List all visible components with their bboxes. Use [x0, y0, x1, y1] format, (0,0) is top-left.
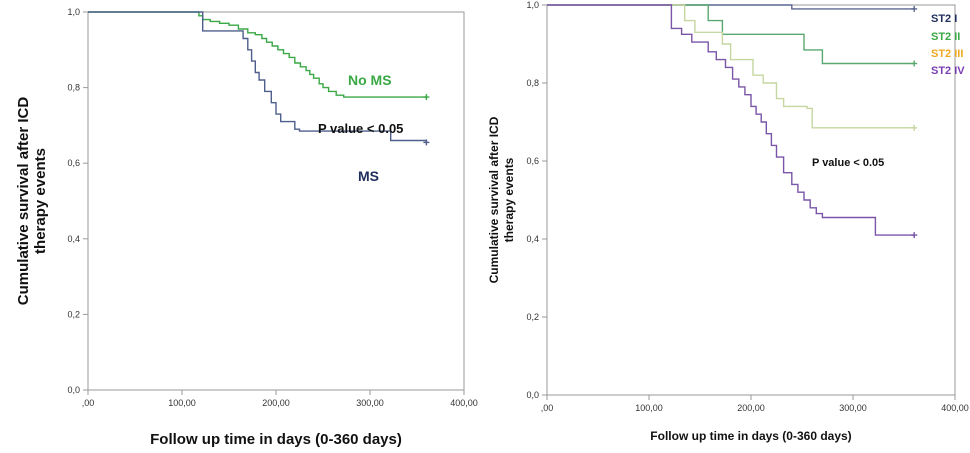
- p-value-annotation: P value < 0.05: [812, 157, 884, 169]
- right-chart-svg: 0,0 0,2 0,4 0,6 0,8 1,0 ,00 100,00 200,00 300,00 4…: [487, 0, 969, 443]
- censor-mark: [911, 232, 918, 239]
- legend-label-st2-i: ST2 I: [931, 13, 957, 25]
- left-chart-svg: 0,0 0,2 0,4 0,6 0,8 1,0 ,00 100,00 200,00 300,00 4…: [15, 7, 478, 448]
- series-line-no-ms: [88, 11, 427, 98]
- y-tick-label: 0,8: [526, 78, 539, 88]
- p-value-annotation: P value < 0.05: [318, 121, 403, 136]
- y-tick-label: 0,2: [526, 312, 539, 322]
- plot-frame: [87, 11, 465, 391]
- censor-mark: [911, 60, 918, 67]
- y-axis-title-line: Cumulative survival after ICD: [15, 97, 32, 306]
- series-line-st2-iv: [547, 4, 915, 236]
- x-axis-title: Follow up time in days (0-360 days): [150, 431, 402, 448]
- x-tick-label: 100,00: [168, 398, 196, 408]
- y-tick-label: 0,8: [67, 83, 80, 93]
- y-tick-label: 0,4: [67, 234, 80, 244]
- series-line-st2-iii: [547, 4, 915, 129]
- y-tick-label: 0,6: [526, 156, 539, 166]
- y-tick-label: 0,0: [67, 385, 80, 395]
- x-tick-label: ,00: [82, 398, 95, 408]
- legend-label-st2-ii: ST2 II: [931, 31, 960, 43]
- x-axis-title: Follow up time in days (0-360 days): [650, 429, 851, 443]
- series-line-st2-ii: [547, 4, 915, 65]
- legend-label-no-ms: No MS: [348, 72, 392, 88]
- legend-label-st2-iii: ST2 III: [931, 48, 963, 60]
- censor-mark: [911, 124, 918, 131]
- y-axis-title-line: therapy events: [502, 157, 516, 242]
- x-tick-label: 200,00: [262, 398, 290, 408]
- y-tick-label: 0,4: [526, 234, 539, 244]
- left-km-chart: 0,0 0,2 0,4 0,6 0,8 1,0 ,00 100,00 200,00 300,00 4…: [0, 0, 478, 453]
- y-tick-label: 0,2: [67, 309, 80, 319]
- x-tick-label: 300,00: [839, 403, 867, 413]
- right-km-chart: 0,0 0,2 0,4 0,6 0,8 1,0 ,00 100,00 200,00 300,00 4…: [485, 0, 970, 453]
- series-line-ms: [88, 11, 428, 143]
- x-tick-label: 200,00: [737, 403, 765, 413]
- legend-label-ms: MS: [358, 168, 379, 184]
- y-tick-label: 1,0: [67, 7, 80, 17]
- x-tick-label: ,00: [541, 403, 554, 413]
- x-tick-label: 300,00: [356, 398, 384, 408]
- y-tick-label: 0,6: [67, 158, 80, 168]
- x-tick-label: 100,00: [635, 403, 663, 413]
- censor-mark: [911, 5, 918, 12]
- x-tick-label: 400,00: [450, 398, 478, 408]
- censor-mark: [423, 94, 430, 101]
- legend-label-st2-iv: ST2 IV: [931, 65, 965, 77]
- y-tick-label: 0,0: [526, 390, 539, 400]
- y-axis-title-line: Cumulative survival after ICD: [487, 116, 501, 283]
- y-axis-title-line: therapy events: [32, 148, 49, 254]
- censor-mark: [423, 139, 430, 146]
- x-tick-label: 400,00: [941, 403, 969, 413]
- y-tick-label: 1,0: [526, 0, 539, 10]
